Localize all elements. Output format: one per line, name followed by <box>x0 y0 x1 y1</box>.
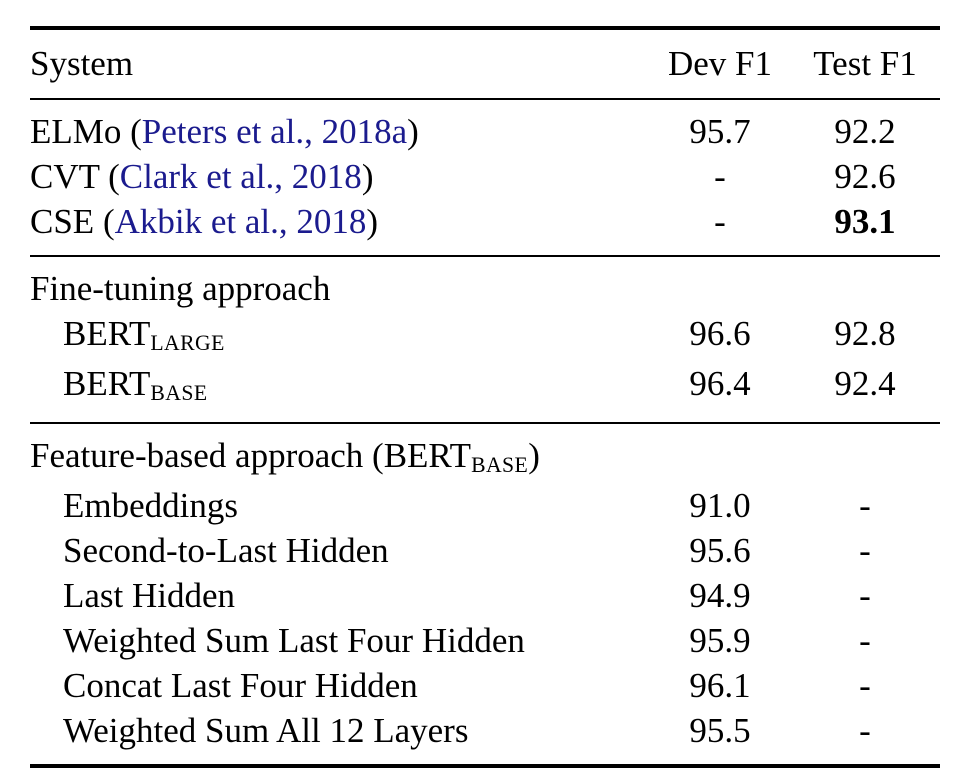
system-cell: BERTLARGE <box>30 311 650 361</box>
test-f1-value: 92.6 <box>834 157 896 196</box>
test-f1-value: 92.2 <box>834 112 896 151</box>
system-name: BERT <box>63 314 151 353</box>
system-name: CSE ( <box>30 202 115 241</box>
dev-f1-value: 95.9 <box>689 621 751 660</box>
dev-f1-value: 95.5 <box>689 711 751 750</box>
section-feature-based: Feature-based approach (BERTBASE) Embedd… <box>30 424 940 764</box>
system-cell: CVT (Clark et al., 2018) <box>30 154 650 199</box>
section-fine-tuning: Fine-tuning approach BERTLARGE 96.6 92.8… <box>30 257 940 422</box>
system-name: Weighted Sum All 12 Layers <box>63 711 469 750</box>
dev-f1-value: 95.7 <box>689 112 751 151</box>
col-header-system: System <box>30 44 134 83</box>
table-row: Weighted Sum All 12 Layers 95.5 - <box>30 708 940 753</box>
system-cell: CSE (Akbik et al., 2018) <box>30 199 650 244</box>
model-size-subscript: LARGE <box>150 330 225 355</box>
citation-link[interactable]: Akbik et al., 2018 <box>114 202 367 241</box>
citation-link[interactable]: Clark et al., 2018 <box>119 157 362 196</box>
model-size-subscript: BASE <box>471 452 529 477</box>
section-prior-systems: ELMo (Peters et al., 2018a) 95.7 92.2 CV… <box>30 100 940 255</box>
section-rule <box>30 255 940 257</box>
table-row: Weighted Sum Last Four Hidden 95.9 - <box>30 618 940 663</box>
test-f1-value: - <box>859 531 871 570</box>
table-row: BERTBASE 96.4 92.4 <box>30 361 940 411</box>
system-cell: BERTBASE <box>30 361 650 411</box>
system-name: Second-to-Last Hidden <box>63 531 389 570</box>
table-row: Embeddings 91.0 - <box>30 483 940 528</box>
section-label-row: Fine-tuning approach <box>30 266 940 311</box>
col-header-test-f1: Test F1 <box>813 44 917 83</box>
dev-f1-value: - <box>714 202 726 241</box>
system-cell: ELMo (Peters et al., 2018a) <box>30 109 650 154</box>
top-rule <box>30 26 940 30</box>
system-name: BERT <box>63 364 151 403</box>
test-f1-value-best: 93.1 <box>834 202 896 241</box>
section-label-text: Feature-based approach (BERT <box>30 436 472 475</box>
section-label-row: Feature-based approach (BERTBASE) <box>30 433 940 483</box>
dev-f1-value: 96.1 <box>689 666 751 705</box>
dev-f1-value: 96.6 <box>689 314 751 353</box>
system-name: Weighted Sum Last Four Hidden <box>63 621 525 660</box>
section-label: Fine-tuning approach <box>30 269 331 308</box>
table-row: CSE (Akbik et al., 2018) - 93.1 <box>30 199 940 244</box>
test-f1-value: 92.8 <box>834 314 896 353</box>
table-row: CVT (Clark et al., 2018) - 92.6 <box>30 154 940 199</box>
dev-f1-value: 95.6 <box>689 531 751 570</box>
test-f1-value: - <box>859 486 871 525</box>
model-size-subscript: BASE <box>150 380 208 405</box>
test-f1-value: 92.4 <box>834 364 896 403</box>
system-name: ELMo ( <box>30 112 142 151</box>
system-name-suffix: ) <box>407 112 419 151</box>
system-name: Embeddings <box>63 486 238 525</box>
citation-link[interactable]: Peters et al., 2018a <box>141 112 408 151</box>
system-name: Last Hidden <box>63 576 236 615</box>
section-label-suffix: ) <box>528 436 540 475</box>
dev-f1-value: 96.4 <box>689 364 751 403</box>
system-name: CVT ( <box>30 157 120 196</box>
bottom-rule <box>30 764 940 768</box>
header-rule <box>30 98 940 100</box>
table-row: Last Hidden 94.9 - <box>30 573 940 618</box>
test-f1-value: - <box>859 621 871 660</box>
dev-f1-value: - <box>714 157 726 196</box>
table-row: BERTLARGE 96.6 92.8 <box>30 311 940 361</box>
section-rule <box>30 422 940 424</box>
test-f1-value: - <box>859 666 871 705</box>
system-name: Concat Last Four Hidden <box>63 666 418 705</box>
dev-f1-value: 94.9 <box>689 576 751 615</box>
test-f1-value: - <box>859 576 871 615</box>
table-header: System Dev F1 Test F1 <box>30 30 940 98</box>
system-name-suffix: ) <box>366 202 379 241</box>
table-row: ELMo (Peters et al., 2018a) 95.7 92.2 <box>30 109 940 154</box>
system-name-suffix: ) <box>361 157 374 196</box>
section-label: Feature-based approach (BERTBASE) <box>30 433 650 483</box>
results-table: System Dev F1 Test F1 ELMo (Peters et al… <box>30 26 940 768</box>
header-row: System Dev F1 Test F1 <box>30 41 940 86</box>
table-row: Concat Last Four Hidden 96.1 - <box>30 663 940 708</box>
table-row: Second-to-Last Hidden 95.6 - <box>30 528 940 573</box>
col-header-dev-f1: Dev F1 <box>667 44 773 83</box>
test-f1-value: - <box>859 711 871 750</box>
dev-f1-value: 91.0 <box>689 486 751 525</box>
